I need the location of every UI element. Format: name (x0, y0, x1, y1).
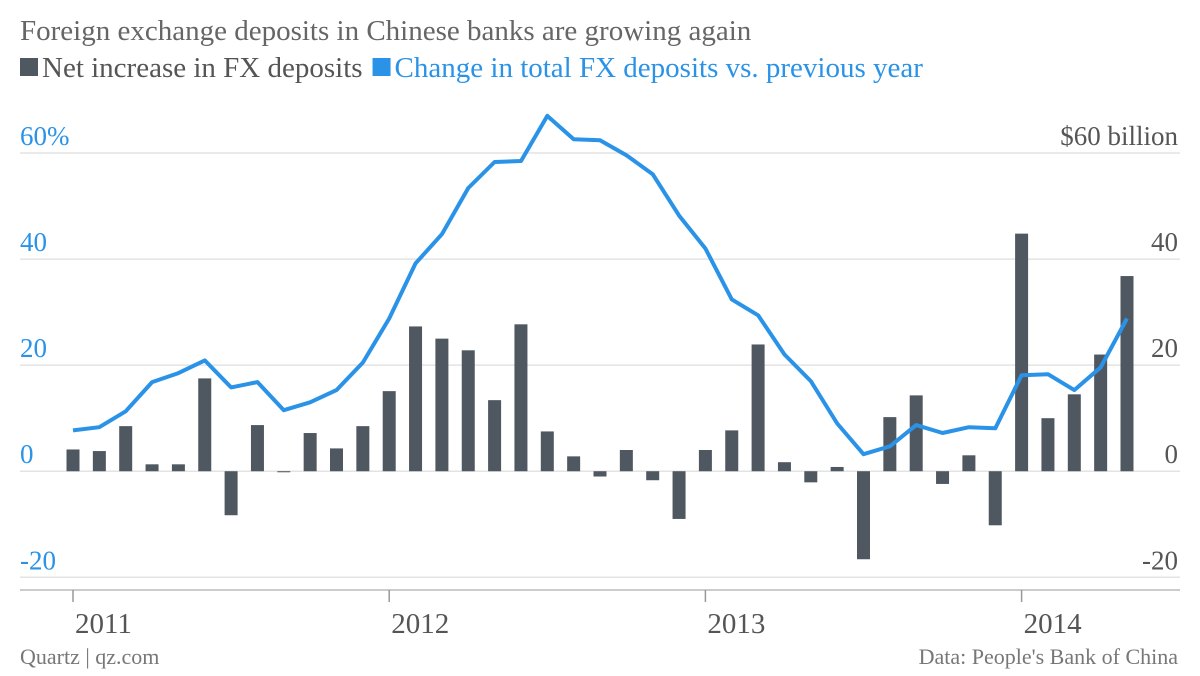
legend-swatch (20, 58, 38, 76)
bar (936, 471, 950, 484)
bar (435, 338, 449, 472)
bar (698, 450, 712, 472)
bar (66, 449, 80, 472)
y2-tick-label: 20 (1151, 333, 1178, 363)
bar (382, 391, 396, 472)
bar (171, 464, 185, 472)
y-tick-label: 60% (20, 121, 70, 151)
bar (1094, 354, 1108, 472)
bar (1041, 418, 1055, 472)
bar (646, 471, 660, 481)
source-left: Quartz | qz.com (20, 644, 159, 669)
x-tick-label: 2013 (707, 608, 765, 640)
bar (356, 426, 370, 472)
y2-tick-label: $60 billion (1060, 121, 1178, 151)
bar (962, 455, 976, 472)
legend-label: Net increase in FX deposits (42, 52, 363, 84)
bar (1067, 394, 1081, 472)
bar (593, 471, 607, 477)
bar (909, 395, 923, 472)
bar (1120, 276, 1134, 472)
bar (330, 448, 343, 472)
x-tick-label: 2014 (1024, 608, 1083, 640)
y2-tick-label: 0 (1165, 439, 1179, 469)
bar (804, 471, 818, 483)
bar (461, 350, 475, 472)
bar (857, 471, 870, 560)
bar (250, 425, 264, 472)
bar (514, 324, 528, 472)
chart-title: Foreign exchange deposits in Chinese ban… (20, 15, 752, 47)
bar (145, 464, 159, 472)
bar (777, 462, 791, 472)
legend-label: Change in total FX deposits vs. previous… (395, 52, 924, 84)
bar (672, 471, 686, 519)
bar (409, 326, 423, 472)
bar (224, 471, 238, 516)
bar (725, 430, 739, 472)
bar (198, 378, 212, 472)
bar (540, 431, 554, 472)
y-tick-label: 40 (20, 227, 47, 257)
bar (488, 400, 502, 472)
bar (277, 471, 291, 473)
bar (1015, 233, 1029, 472)
bar (619, 450, 633, 472)
y2-tick-label: -20 (1142, 545, 1178, 575)
bar (92, 451, 106, 472)
source-right: Data: People's Bank of China (919, 644, 1179, 669)
legend-swatch (372, 58, 391, 76)
y-tick-label: -20 (20, 545, 56, 575)
y2-tick-label: 40 (1151, 227, 1178, 257)
bar (988, 471, 1002, 526)
bar (830, 466, 844, 472)
x-tick-label: 2012 (391, 608, 449, 640)
bar (751, 344, 765, 472)
line (72, 113, 1129, 457)
x-tick-label: 2011 (75, 608, 132, 640)
bar (303, 433, 317, 472)
y-tick-label: 0 (20, 439, 34, 469)
y-tick-label: 20 (20, 333, 47, 363)
bar (119, 426, 133, 472)
bar (567, 456, 581, 472)
